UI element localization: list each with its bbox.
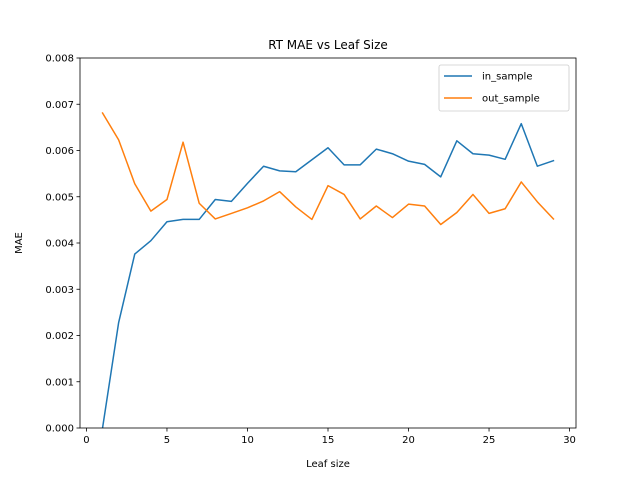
y-axis-ticks: 0.000 0.001 0.002 0.003 0.004 0.005 0.006 0.007… bbox=[45, 54, 80, 435]
y-tick-label: 0.004 bbox=[45, 239, 74, 250]
x-tick-label: 0 bbox=[83, 435, 89, 446]
x-tick-label: 5 bbox=[164, 435, 170, 446]
x-tick-label: 20 bbox=[402, 435, 415, 446]
y-tick-label: 0.008 bbox=[45, 54, 74, 65]
legend-label-in-sample: in_sample bbox=[482, 72, 532, 83]
plot-area bbox=[80, 58, 576, 428]
x-tick-label: 25 bbox=[483, 435, 496, 446]
y-tick-label: 0.002 bbox=[45, 331, 74, 342]
x-axis-title: Leaf size bbox=[306, 459, 350, 470]
y-tick-label: 0.000 bbox=[45, 424, 74, 435]
x-tick-label: 30 bbox=[563, 435, 576, 446]
x-tick-label: 15 bbox=[322, 435, 335, 446]
x-tick-label: 10 bbox=[241, 435, 254, 446]
y-tick-label: 0.007 bbox=[45, 100, 74, 111]
x-axis-ticks: 0 5 10 15 20 25 30 bbox=[83, 428, 576, 446]
y-tick-label: 0.006 bbox=[45, 146, 74, 157]
series-line-in-sample bbox=[101, 122, 555, 428]
y-tick-label: 0.005 bbox=[45, 192, 74, 203]
legend: in_sample out_sample bbox=[438, 64, 570, 112]
legend-label-out-sample: out_sample bbox=[482, 94, 540, 105]
series-line-out-sample bbox=[101, 112, 555, 226]
series-layer bbox=[101, 112, 555, 428]
y-tick-label: 0.003 bbox=[45, 285, 74, 296]
y-axis-title: MAE bbox=[14, 232, 25, 254]
y-tick-label: 0.001 bbox=[45, 377, 74, 388]
chart-title: RT MAE vs Leaf Size bbox=[268, 38, 388, 52]
